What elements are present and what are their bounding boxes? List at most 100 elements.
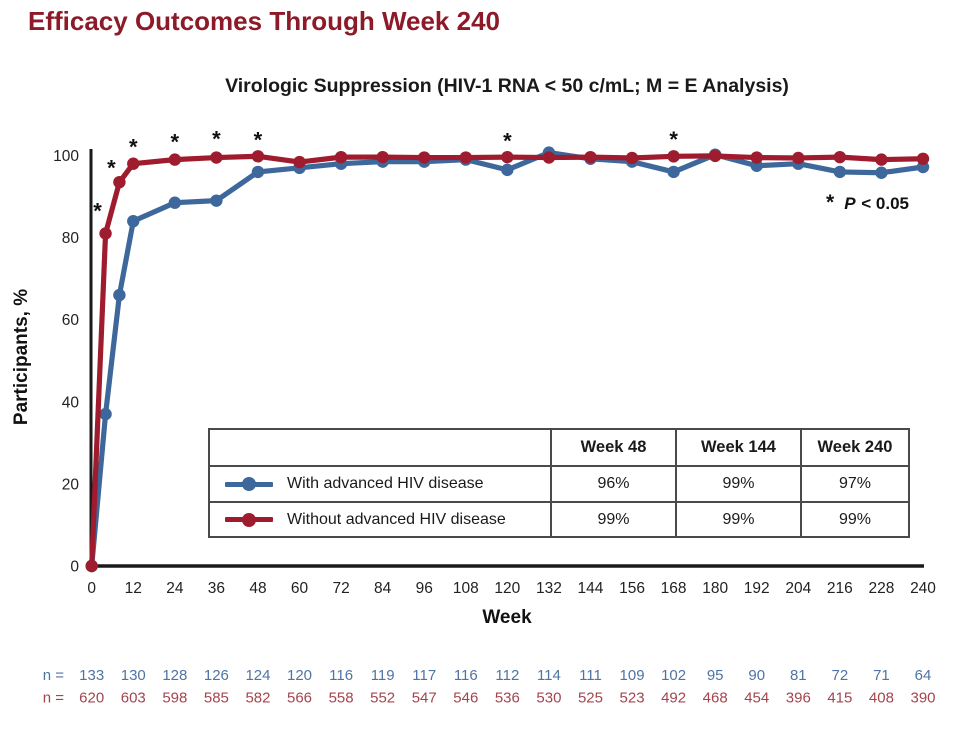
x-tick-label: 204 bbox=[785, 580, 811, 597]
y-tick-label: 100 bbox=[53, 148, 79, 165]
n-value: 566 bbox=[287, 690, 312, 707]
data-point-with-advanced-hiv-disease bbox=[168, 196, 182, 209]
data-point-with-advanced-hiv-disease bbox=[210, 194, 223, 207]
data-point-without-advanced-hiv-disease bbox=[459, 151, 472, 164]
n-value: 102 bbox=[661, 667, 686, 684]
data-point-without-advanced-hiv-disease bbox=[916, 152, 930, 165]
n-value: 582 bbox=[245, 690, 270, 707]
data-point-with-advanced-hiv-disease bbox=[833, 165, 847, 179]
data-point-without-advanced-hiv-disease bbox=[833, 150, 847, 164]
significance-asterisk: * bbox=[669, 127, 678, 152]
n-value: 112 bbox=[495, 667, 519, 684]
legend-entry-with-advanced: With advanced HIV disease bbox=[210, 475, 550, 493]
n-value: 133 bbox=[79, 667, 104, 684]
x-tick-label: 120 bbox=[494, 580, 520, 597]
n-value: 71 bbox=[873, 667, 890, 684]
data-point-with-advanced-hiv-disease bbox=[99, 407, 112, 421]
n-value: 396 bbox=[786, 690, 811, 707]
data-point-without-advanced-hiv-disease bbox=[418, 151, 431, 164]
x-tick-label: 0 bbox=[87, 580, 96, 597]
x-tick-label: 72 bbox=[332, 580, 349, 597]
legend-label: Without advanced HIV disease bbox=[287, 510, 506, 528]
n-value: 415 bbox=[827, 690, 852, 707]
significance-asterisk: * bbox=[254, 128, 263, 153]
table-header-week144: Week 144 bbox=[675, 428, 802, 467]
blue-line-marker-icon bbox=[225, 477, 273, 491]
n-value: 546 bbox=[453, 690, 478, 707]
data-point-without-advanced-hiv-disease bbox=[334, 150, 348, 164]
n-row-label: n = bbox=[43, 667, 65, 684]
data-point-without-advanced-hiv-disease bbox=[127, 157, 140, 170]
x-tick-label: 192 bbox=[744, 580, 770, 597]
x-tick-label: 84 bbox=[374, 580, 392, 597]
significance-asterisk: * bbox=[93, 199, 102, 224]
significance-note: * P < 0.05 bbox=[826, 192, 909, 214]
data-point-without-advanced-hiv-disease bbox=[85, 559, 98, 573]
data-point-without-advanced-hiv-disease bbox=[210, 151, 223, 164]
n-value: 523 bbox=[620, 690, 645, 707]
red-dot-icon bbox=[242, 512, 256, 527]
n-value: 116 bbox=[329, 667, 353, 684]
data-point-with-advanced-hiv-disease bbox=[251, 165, 265, 179]
data-point-with-advanced-hiv-disease bbox=[875, 166, 888, 179]
data-point-with-advanced-hiv-disease bbox=[667, 165, 680, 179]
n-value: 128 bbox=[162, 667, 187, 684]
n-value: 525 bbox=[578, 690, 603, 707]
data-point-with-advanced-hiv-disease bbox=[501, 163, 514, 177]
legend-label: With advanced HIV disease bbox=[287, 475, 484, 492]
data-point-without-advanced-hiv-disease bbox=[584, 150, 597, 164]
n-value: 126 bbox=[204, 667, 229, 684]
y-axis-title: Participants, % bbox=[11, 288, 32, 426]
table-header-empty bbox=[208, 428, 552, 467]
significance-asterisk: * bbox=[129, 135, 138, 160]
x-tick-label: 144 bbox=[578, 580, 604, 597]
n-value: 620 bbox=[79, 690, 104, 707]
n-value: 536 bbox=[495, 690, 520, 707]
cell-value: 99% bbox=[800, 501, 910, 538]
n-value: 109 bbox=[620, 667, 645, 684]
data-point-without-advanced-hiv-disease bbox=[667, 150, 680, 163]
n-value: 114 bbox=[537, 667, 561, 684]
significance-asterisk: * bbox=[107, 155, 116, 180]
n-value: 81 bbox=[790, 667, 807, 684]
y-tick-label: 80 bbox=[62, 230, 80, 247]
cell-value: 97% bbox=[800, 465, 910, 503]
n-value: 547 bbox=[412, 690, 437, 707]
n-value: 90 bbox=[748, 667, 765, 684]
n-value: 558 bbox=[329, 690, 354, 707]
n-value: 130 bbox=[121, 667, 146, 684]
data-point-without-advanced-hiv-disease bbox=[251, 150, 265, 163]
x-tick-label: 240 bbox=[910, 580, 936, 597]
n-value: 408 bbox=[869, 690, 894, 707]
x-tick-label: 24 bbox=[166, 580, 184, 597]
x-tick-label: 132 bbox=[536, 580, 562, 597]
data-point-without-advanced-hiv-disease bbox=[293, 155, 306, 169]
n-value: 116 bbox=[454, 667, 478, 684]
cell-value: 99% bbox=[675, 465, 802, 503]
table-header-row: Week 48 Week 144 Week 240 bbox=[208, 428, 910, 467]
x-tick-label: 180 bbox=[702, 580, 728, 597]
table-header-week48: Week 48 bbox=[550, 428, 677, 467]
cell-value: 96% bbox=[550, 465, 677, 503]
data-point-without-advanced-hiv-disease bbox=[501, 150, 514, 164]
n-value: 64 bbox=[915, 667, 932, 684]
red-line-marker-icon bbox=[225, 512, 273, 527]
x-tick-label: 36 bbox=[208, 580, 225, 597]
y-tick-label: 40 bbox=[62, 394, 80, 411]
n-value: 492 bbox=[661, 690, 686, 707]
data-point-without-advanced-hiv-disease bbox=[99, 227, 112, 240]
chart-title: Virologic Suppression (HIV-1 RNA < 50 c/… bbox=[225, 75, 789, 97]
data-point-with-advanced-hiv-disease bbox=[113, 288, 126, 302]
n-value: 95 bbox=[707, 667, 724, 684]
x-tick-label: 12 bbox=[125, 580, 142, 597]
n-value: 598 bbox=[162, 690, 187, 707]
n-value: 603 bbox=[121, 690, 146, 707]
n-value: 552 bbox=[370, 690, 395, 707]
x-tick-label: 156 bbox=[619, 580, 645, 597]
data-point-without-advanced-hiv-disease bbox=[792, 151, 805, 165]
p-value-text: P < 0.05 bbox=[844, 194, 909, 213]
x-tick-label: 96 bbox=[416, 580, 433, 597]
n-value: 120 bbox=[287, 667, 312, 684]
